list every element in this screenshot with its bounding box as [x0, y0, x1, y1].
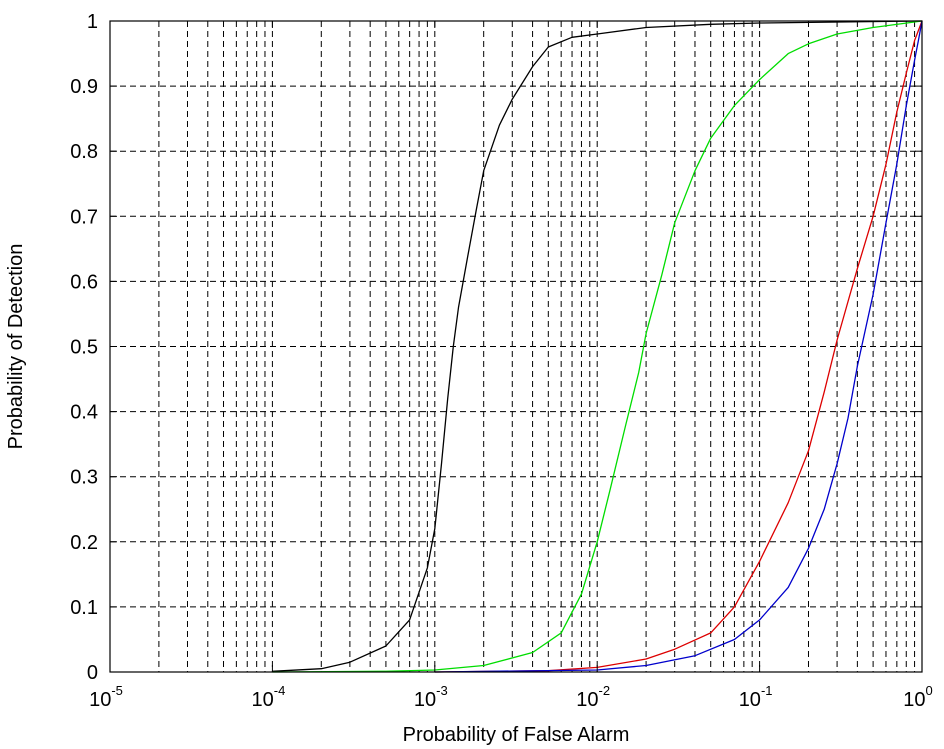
x-tick-label: 10-2	[576, 683, 610, 711]
x-tick-label: 10-3	[414, 683, 448, 711]
y-tick-label: 0	[87, 662, 98, 684]
x-tick-label: 10-5	[89, 683, 123, 711]
y-tick-label: 0.6	[70, 271, 98, 293]
grid	[110, 21, 922, 672]
series-group	[272, 20, 923, 673]
x-tick-label: 10-4	[251, 683, 285, 711]
y-axis-ticks: 0 0.1 0.2 0.3 0.4 0.5 0.6 0.7 0.8 0.9 1	[70, 11, 922, 684]
x-axis-label: Probability of False Alarm	[403, 724, 630, 746]
x-tick-label: 100	[903, 683, 932, 711]
y-axis-label: Probability of Detection	[5, 244, 27, 450]
y-tick-label: 0.8	[70, 141, 98, 163]
y-tick-label: 0.3	[70, 467, 98, 489]
x-tick-label: 10-1	[739, 683, 773, 711]
y-tick-label: 0.5	[70, 337, 98, 359]
y-tick-label: 1	[87, 11, 98, 33]
x-axis-ticks: 10-5 10-4 10-3 10-2 10-1 100	[89, 21, 933, 711]
y-tick-label: 0.7	[70, 206, 98, 228]
y-tick-label: 0.9	[70, 76, 98, 98]
series-line-4	[434, 20, 923, 673]
series-line-1	[272, 20, 923, 672]
y-tick-label: 0.4	[70, 402, 98, 424]
series-line-2	[272, 20, 923, 673]
series-line-3	[434, 20, 923, 673]
y-tick-label: 0.2	[70, 532, 98, 554]
y-tick-label: 0.1	[70, 597, 98, 619]
